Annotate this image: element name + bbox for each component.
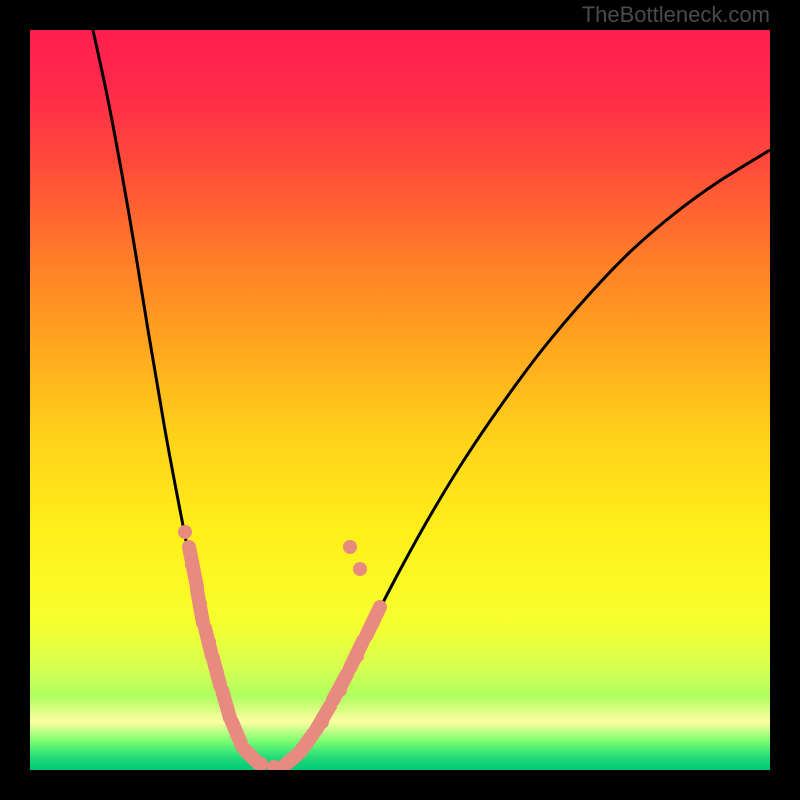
marker-dot (202, 635, 216, 649)
marker-dot (333, 683, 347, 697)
chart-frame: TheBottleneck.com (0, 0, 800, 800)
marker-dot (284, 753, 298, 767)
watermark-text: TheBottleneck.com (582, 2, 770, 28)
marker-dot (350, 649, 364, 663)
marker-dot (300, 736, 314, 750)
marker-dot (178, 525, 192, 539)
marker-dot (210, 666, 224, 680)
marker-dot (366, 615, 380, 629)
marker-dot (220, 700, 234, 714)
marker-dot (315, 715, 329, 729)
marker-dot (230, 728, 244, 742)
chart-svg (30, 30, 770, 770)
marker-dot (193, 597, 207, 611)
marker-dot (343, 540, 357, 554)
marker-dot (353, 562, 367, 576)
chart-background (30, 30, 770, 770)
plot-area (30, 30, 770, 770)
marker-dot (185, 558, 199, 572)
